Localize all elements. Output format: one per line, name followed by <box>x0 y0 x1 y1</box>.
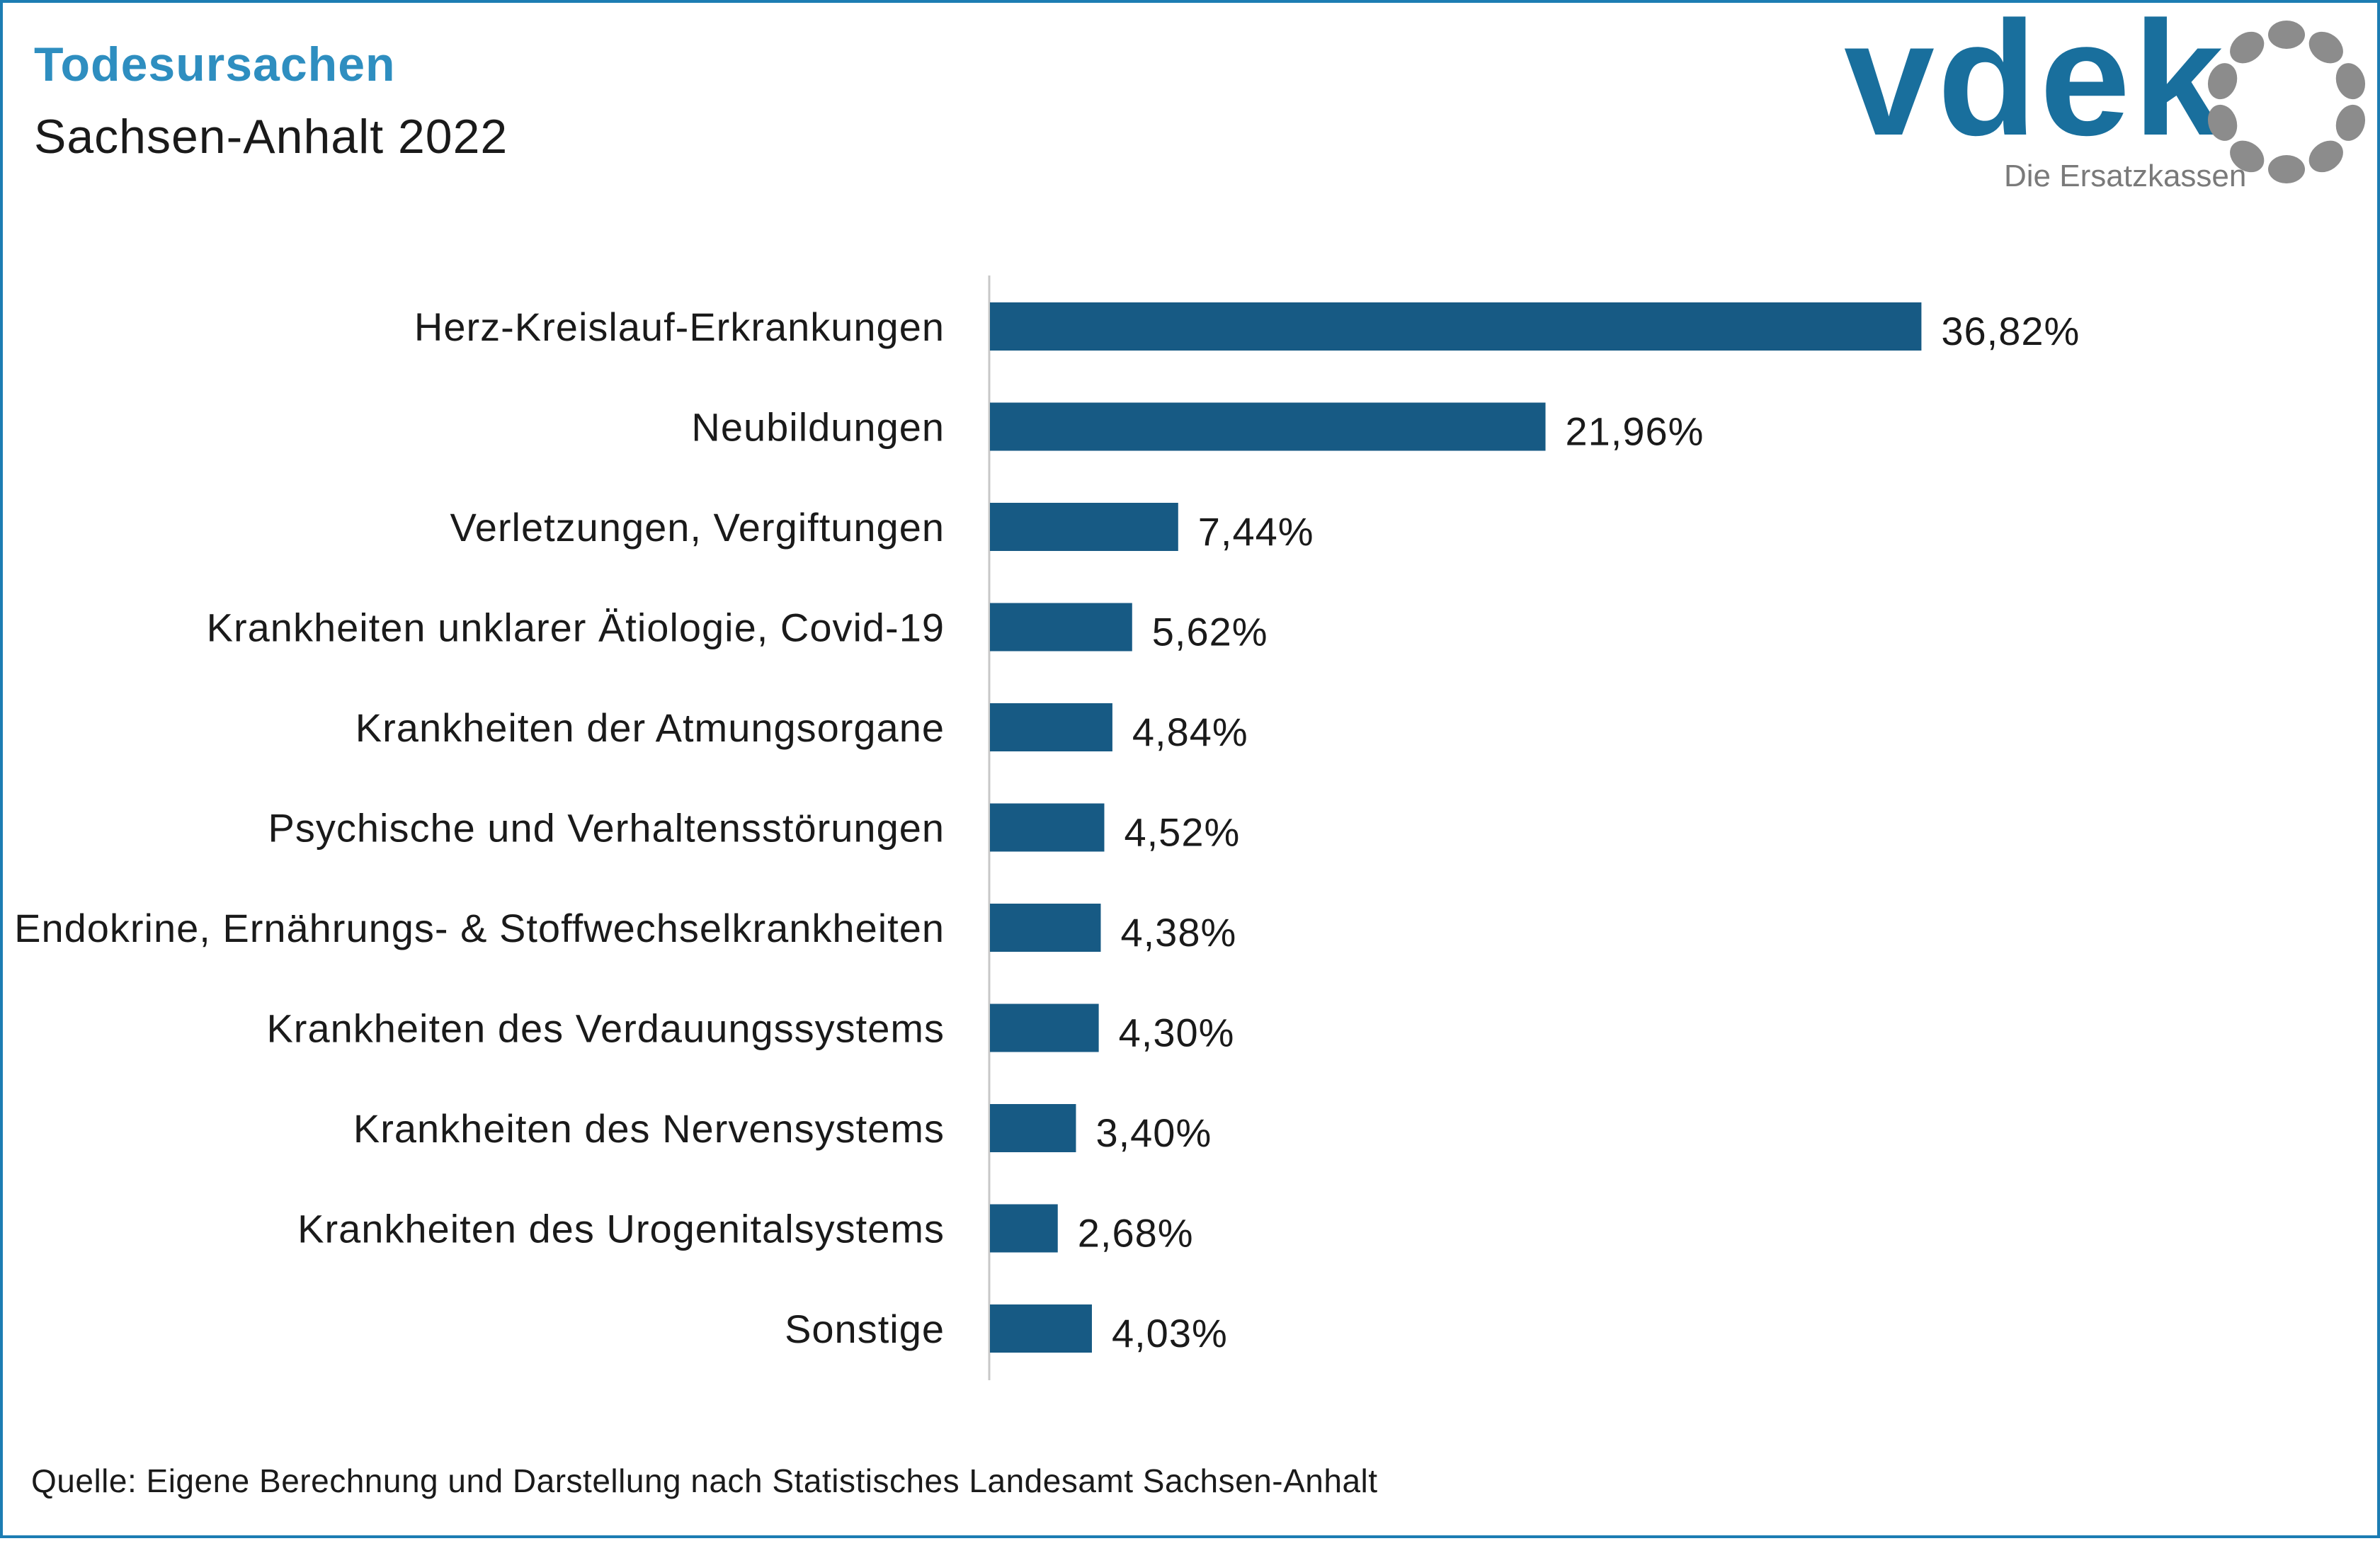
bars-group: Herz-Kreislauf-Erkrankungen 36,82% Neubild… <box>14 302 2080 1355</box>
category-label: Neubildungen <box>691 405 945 450</box>
ring-segment <box>2268 155 2305 183</box>
vdek-ring-icon <box>2207 21 2366 183</box>
value-label: 4,52% <box>1124 810 1240 855</box>
bar <box>990 1104 1076 1152</box>
value-label: 4,30% <box>1119 1011 1235 1055</box>
value-label: 4,03% <box>1112 1311 1228 1355</box>
value-label: 2,68% <box>1078 1211 1194 1256</box>
ring-segment <box>2335 63 2366 100</box>
ring-segment <box>2268 21 2305 49</box>
bar <box>990 603 1132 652</box>
ring-segment <box>2335 104 2366 141</box>
category-label: Herz-Kreislauf-Erkrankungen <box>414 305 945 349</box>
value-label: 4,38% <box>1120 910 1236 955</box>
category-label: Verletzungen, Vergiftungen <box>450 505 945 550</box>
chart-title: Todesursachen <box>34 38 396 91</box>
bar <box>990 1304 1092 1353</box>
logo-wordmark: vdek <box>1844 0 2227 169</box>
value-label: 4,84% <box>1132 710 1248 754</box>
category-label: Psychische und Verhaltensstörungen <box>268 806 945 851</box>
value-label: 3,40% <box>1095 1110 1212 1155</box>
bar <box>990 503 1178 551</box>
bar <box>990 1003 1099 1052</box>
ring-segment <box>2207 104 2238 141</box>
category-label: Krankheiten unklarer Ätiologie, Covid-19 <box>207 605 945 650</box>
ring-segment <box>2308 31 2343 64</box>
category-label: Krankheiten des Verdauungssystems <box>266 1006 945 1051</box>
category-label: Krankheiten des Urogenitalsystems <box>297 1207 945 1251</box>
bar <box>990 703 1112 751</box>
bar <box>990 302 1922 351</box>
value-label: 21,96% <box>1566 409 1704 454</box>
bar <box>990 803 1105 852</box>
vdek-logo: vdek Die Ersatzkassen <box>1844 0 2366 201</box>
ring-segment <box>2230 31 2265 64</box>
bar <box>990 402 1546 451</box>
bar-chart: Herz-Kreislauf-Erkrankungen 36,82% Neubild… <box>14 275 2080 1380</box>
chart-subtitle: Sachsen-Anhalt 2022 <box>34 110 508 164</box>
ring-segment <box>2207 63 2238 100</box>
source-note: Quelle: Eigene Berechnung und Darstellun… <box>31 1462 1378 1499</box>
value-label: 36,82% <box>1941 309 2080 353</box>
ring-segment <box>2308 140 2343 173</box>
category-label: Endokrine, Ernährungs- & Stoffwechselkra… <box>14 906 945 950</box>
value-label: 5,62% <box>1152 610 1268 654</box>
value-label: 7,44% <box>1198 509 1314 554</box>
bar <box>990 1204 1058 1253</box>
ring-segment <box>2230 140 2265 173</box>
logo-tagline: Die Ersatzkassen <box>2004 159 2247 193</box>
bar <box>990 904 1101 952</box>
category-label: Krankheiten des Nervensystems <box>353 1106 945 1151</box>
category-label: Krankheiten der Atmungsorgane <box>355 705 945 750</box>
category-label: Sonstige <box>785 1307 945 1351</box>
